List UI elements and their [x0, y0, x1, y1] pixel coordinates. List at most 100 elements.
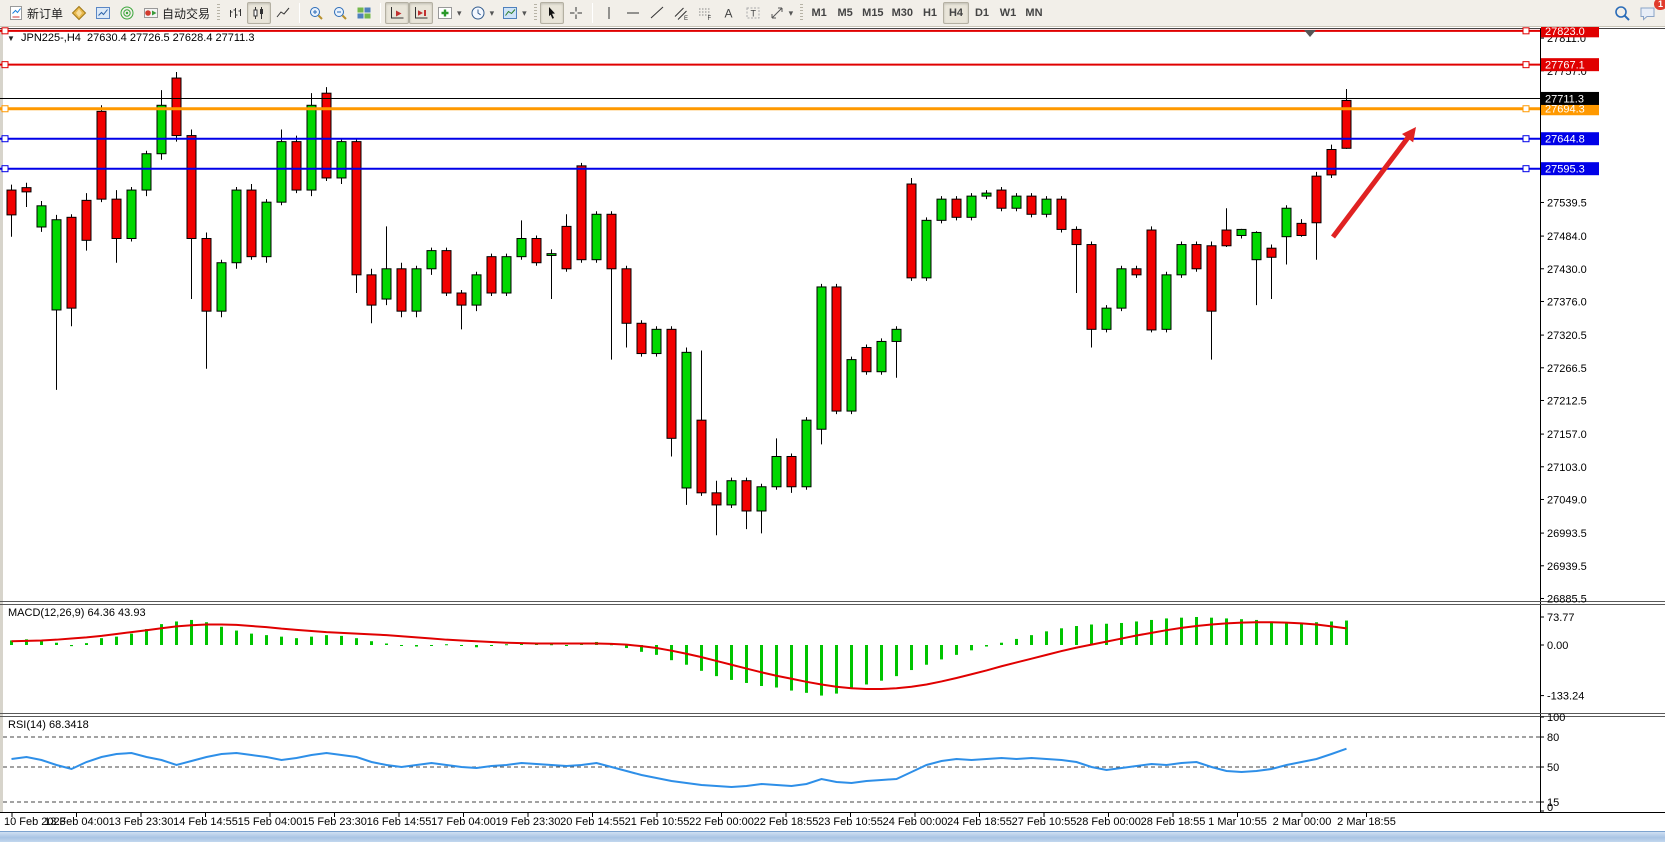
- svg-text:27320.5: 27320.5: [1547, 330, 1587, 342]
- svg-text:28 Feb 18:55: 28 Feb 18:55: [1141, 816, 1206, 828]
- fibonacci-tool-button[interactable]: F: [693, 2, 717, 24]
- auto-scroll-icon: [391, 7, 404, 19]
- svg-text:0: 0: [1547, 802, 1553, 814]
- toolbar-separator: [591, 3, 593, 23]
- svg-text:15 Feb 04:00: 15 Feb 04:00: [238, 816, 303, 828]
- svg-text:27157.0: 27157.0: [1547, 429, 1587, 441]
- crosshair-button[interactable]: [564, 2, 588, 24]
- candlestick-chart-button[interactable]: [247, 2, 272, 24]
- timeframe-m1-button[interactable]: M1: [811, 7, 827, 19]
- clock-icon: [471, 6, 485, 20]
- auto-scroll-button[interactable]: [385, 2, 410, 24]
- svg-text:27212.5: 27212.5: [1547, 395, 1587, 407]
- zoom-out-icon: [334, 7, 347, 20]
- svg-text:F: F: [707, 16, 711, 21]
- svg-text:0.00: 0.00: [1547, 640, 1568, 652]
- bar-chart-button[interactable]: [223, 2, 247, 24]
- svg-text:26993.5: 26993.5: [1547, 528, 1587, 540]
- svg-text:24 Feb 18:55: 24 Feb 18:55: [947, 816, 1012, 828]
- svg-text:27049.0: 27049.0: [1547, 494, 1587, 506]
- svg-text:23 Feb 10:55: 23 Feb 10:55: [818, 816, 883, 828]
- svg-text:27376.0: 27376.0: [1547, 296, 1587, 308]
- cursor-button[interactable]: [539, 2, 564, 24]
- chevron-down-icon: ▾: [788, 7, 794, 18]
- timeframe-h1-button[interactable]: H1: [922, 7, 937, 19]
- tile-windows-button[interactable]: [352, 2, 376, 24]
- horizontal-line-tool-button[interactable]: [621, 2, 645, 24]
- zoom-in-button[interactable]: [304, 2, 328, 24]
- templates-button[interactable]: ▾: [498, 2, 531, 24]
- svg-text:27644.8: 27644.8: [1545, 134, 1585, 146]
- text-label-icon: T: [746, 7, 760, 19]
- channel-icon: E: [674, 7, 688, 21]
- arrows-tool-button[interactable]: ▾: [765, 2, 798, 24]
- trendline-icon: [650, 6, 663, 19]
- macd-indicator-label: MACD(12,26,9) 64.36 43.93: [8, 607, 146, 619]
- svg-text:17 Feb 04:00: 17 Feb 04:00: [431, 816, 496, 828]
- timeframe-mn-button[interactable]: MN: [1025, 7, 1043, 19]
- svg-text:27711.3: 27711.3: [1545, 93, 1584, 105]
- notifications-button[interactable]: 1: [1635, 0, 1665, 24]
- candlestick-chart-icon: [253, 7, 264, 19]
- toolbar-right-group: 1: [1609, 0, 1665, 24]
- indicators-button[interactable]: ▾: [433, 2, 466, 24]
- toolbar-drag-handle[interactable]: [800, 4, 804, 22]
- profiles-button[interactable]: [67, 2, 91, 24]
- timeframe-group: M1 M5 M15 M30 H1 H4 D1 W1 MN: [806, 2, 1047, 24]
- new-order-button[interactable]: 新订单: [4, 2, 67, 24]
- svg-text:27539.5: 27539.5: [1547, 197, 1587, 209]
- svg-text:27 Feb 10:55: 27 Feb 10:55: [1012, 816, 1077, 828]
- text-icon: A: [724, 7, 732, 21]
- toolbar-drag-handle[interactable]: [533, 4, 537, 22]
- svg-text:T: T: [750, 9, 756, 19]
- line-chart-button[interactable]: [271, 2, 295, 24]
- arrows-icon: [771, 7, 783, 19]
- indicators-icon: [438, 7, 453, 19]
- svg-text:27823.0: 27823.0: [1545, 26, 1585, 38]
- vertical-line-icon: [608, 7, 610, 19]
- timeframe-w1-button[interactable]: W1: [999, 7, 1017, 19]
- text-label-tool-button[interactable]: T: [741, 2, 765, 24]
- crosshair-icon: [569, 7, 582, 19]
- market-watch-button[interactable]: [91, 2, 115, 24]
- svg-text:27595.3: 27595.3: [1545, 164, 1585, 176]
- autotrading-icon: [144, 8, 159, 18]
- chart-title: ▼ JPN225-,H4 27630.4 27726.5 27628.4 277…: [7, 32, 254, 44]
- chart-shift-button[interactable]: [409, 2, 434, 24]
- svg-text:24 Feb 00:00: 24 Feb 00:00: [883, 816, 948, 828]
- channel-tool-button[interactable]: E: [669, 2, 693, 24]
- fibonacci-icon: F: [698, 8, 711, 21]
- signals-button[interactable]: [115, 2, 139, 24]
- timeframe-d1-button[interactable]: D1: [974, 7, 989, 19]
- timeframe-m30-button[interactable]: M30: [891, 7, 913, 19]
- svg-text:16 Feb 14:55: 16 Feb 14:55: [367, 816, 432, 828]
- timeframe-h4-button[interactable]: H4: [942, 2, 969, 24]
- profiles-icon: [71, 5, 87, 21]
- svg-text:E: E: [684, 16, 688, 21]
- signals-icon: [120, 6, 134, 20]
- svg-text:80: 80: [1547, 732, 1559, 744]
- text-tool-button[interactable]: A: [717, 2, 741, 24]
- toolbar-drag-handle[interactable]: [217, 4, 221, 22]
- trendline-tool-button[interactable]: [645, 2, 669, 24]
- svg-text:27767.1: 27767.1: [1545, 60, 1585, 72]
- timeframe-m15-button[interactable]: M15: [862, 7, 884, 19]
- svg-text:26885.5: 26885.5: [1547, 593, 1587, 605]
- autotrading-button[interactable]: 自动交易: [139, 2, 214, 24]
- svg-text:73.77: 73.77: [1547, 612, 1575, 624]
- rsi-indicator-label: RSI(14) 68.3418: [8, 719, 89, 731]
- svg-text:27484.0: 27484.0: [1547, 231, 1587, 243]
- timeframe-m5-button[interactable]: M5: [837, 7, 853, 19]
- vertical-line-tool-button[interactable]: [597, 2, 621, 24]
- chevron-down-icon[interactable]: ▼: [7, 34, 15, 43]
- zoom-in-icon: [310, 7, 323, 20]
- periods-button[interactable]: ▾: [466, 2, 499, 24]
- line-chart-icon: [276, 7, 290, 18]
- chart-ohlc-values: 27630.4 27726.5 27628.4 27711.3: [87, 32, 255, 44]
- toolbar-separator: [299, 3, 301, 23]
- notification-badge: 1: [1653, 0, 1665, 10]
- search-button[interactable]: [1609, 2, 1635, 24]
- svg-text:27103.0: 27103.0: [1547, 462, 1587, 474]
- zoom-out-button[interactable]: [328, 2, 352, 24]
